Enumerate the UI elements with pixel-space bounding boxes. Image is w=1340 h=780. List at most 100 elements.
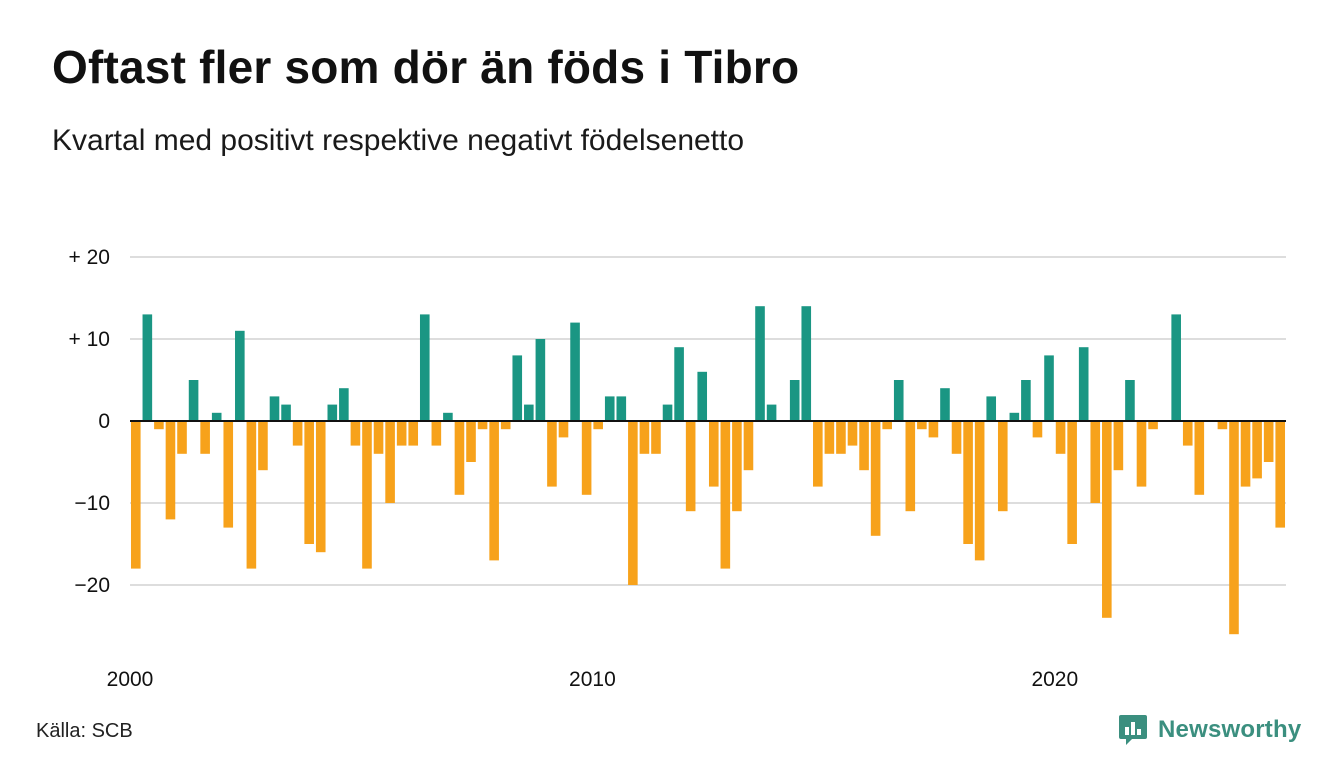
bar [154, 421, 164, 430]
bar [466, 421, 476, 462]
y-axis-tick-labels: + 20 + 10 0 −10 −20 [69, 246, 110, 597]
bar [1148, 421, 1158, 430]
bar [662, 404, 673, 421]
bar [177, 421, 187, 454]
bar [1078, 347, 1089, 421]
bar [315, 421, 326, 553]
bar [616, 396, 627, 421]
bar [801, 306, 812, 421]
brand: Newsworthy [1118, 712, 1301, 748]
bar [870, 421, 881, 536]
bar [246, 421, 257, 569]
bar [1032, 421, 1043, 438]
bar [408, 421, 419, 446]
bar [905, 421, 916, 512]
bar [685, 421, 696, 512]
bar [211, 412, 222, 421]
chart-title: Oftast fler som dör än föds i Tibro [52, 41, 800, 93]
bar [1182, 421, 1193, 446]
bar [928, 421, 939, 438]
bar-chart: + 20 + 10 0 −10 −20 2000 2010 2020 [69, 246, 1286, 691]
bar [1240, 421, 1251, 487]
bar [142, 314, 153, 421]
bar [431, 421, 442, 446]
bar [269, 396, 280, 421]
bar [477, 421, 488, 430]
bar [1171, 314, 1181, 421]
bar [1125, 380, 1135, 421]
bar [974, 421, 985, 561]
bar [512, 355, 523, 421]
bar [1113, 421, 1124, 471]
bar [130, 421, 141, 569]
y-tick-label: + 20 [69, 246, 110, 269]
bar [674, 347, 684, 421]
bar [292, 421, 303, 446]
bar [789, 380, 800, 421]
bar [755, 306, 765, 421]
bar [258, 421, 268, 471]
bar [235, 330, 245, 421]
bar [697, 371, 708, 421]
bar [500, 421, 511, 430]
bar [604, 396, 615, 421]
bar [1009, 412, 1020, 421]
bar [1229, 421, 1239, 635]
y-tick-label: −10 [74, 492, 110, 515]
chart-subtitle: Kvartal med positivt respektive negativt… [52, 124, 745, 157]
bar [917, 421, 927, 430]
bar [859, 421, 869, 471]
bar [720, 421, 731, 569]
bar [281, 404, 291, 421]
bar [339, 388, 349, 421]
bar [350, 421, 361, 446]
bar [1021, 380, 1031, 421]
bar [535, 339, 546, 421]
bar [1136, 421, 1147, 487]
newsworthy-logo-icon [1119, 715, 1147, 745]
bar [362, 421, 372, 569]
bar [570, 322, 580, 421]
bar [489, 421, 499, 561]
bar [813, 421, 823, 487]
source-note: Källa: SCB [36, 720, 133, 742]
x-axis-tick-labels: 2000 2010 2020 [107, 668, 1079, 691]
x-tick-label: 2020 [1031, 668, 1078, 691]
bar [188, 380, 199, 421]
bar [628, 421, 638, 585]
bar [593, 421, 603, 430]
bar [1102, 421, 1112, 618]
bar [940, 388, 950, 421]
bar [165, 421, 176, 520]
bar [419, 314, 430, 421]
bar [1263, 421, 1274, 462]
bar [1090, 421, 1101, 503]
bar [963, 421, 973, 544]
bar [443, 412, 453, 421]
bar [651, 421, 661, 454]
bar [1067, 421, 1077, 544]
bar [997, 421, 1008, 512]
bar [385, 421, 395, 503]
bar [766, 404, 777, 421]
bar [847, 421, 858, 446]
bar [951, 421, 962, 454]
bars [130, 306, 1286, 635]
bar [327, 404, 338, 421]
y-tick-label: −20 [74, 574, 110, 597]
bar [304, 421, 314, 544]
bar [524, 404, 534, 421]
bar [1252, 421, 1262, 479]
bar [1044, 355, 1054, 421]
bar [1217, 421, 1228, 430]
bar [639, 421, 650, 454]
bar [1194, 421, 1205, 495]
bar [373, 421, 384, 454]
bar [396, 421, 407, 446]
bar [743, 421, 754, 471]
bar [882, 421, 892, 430]
bar [200, 421, 210, 454]
bar [893, 380, 904, 421]
bar [732, 421, 742, 512]
bar [708, 421, 719, 487]
